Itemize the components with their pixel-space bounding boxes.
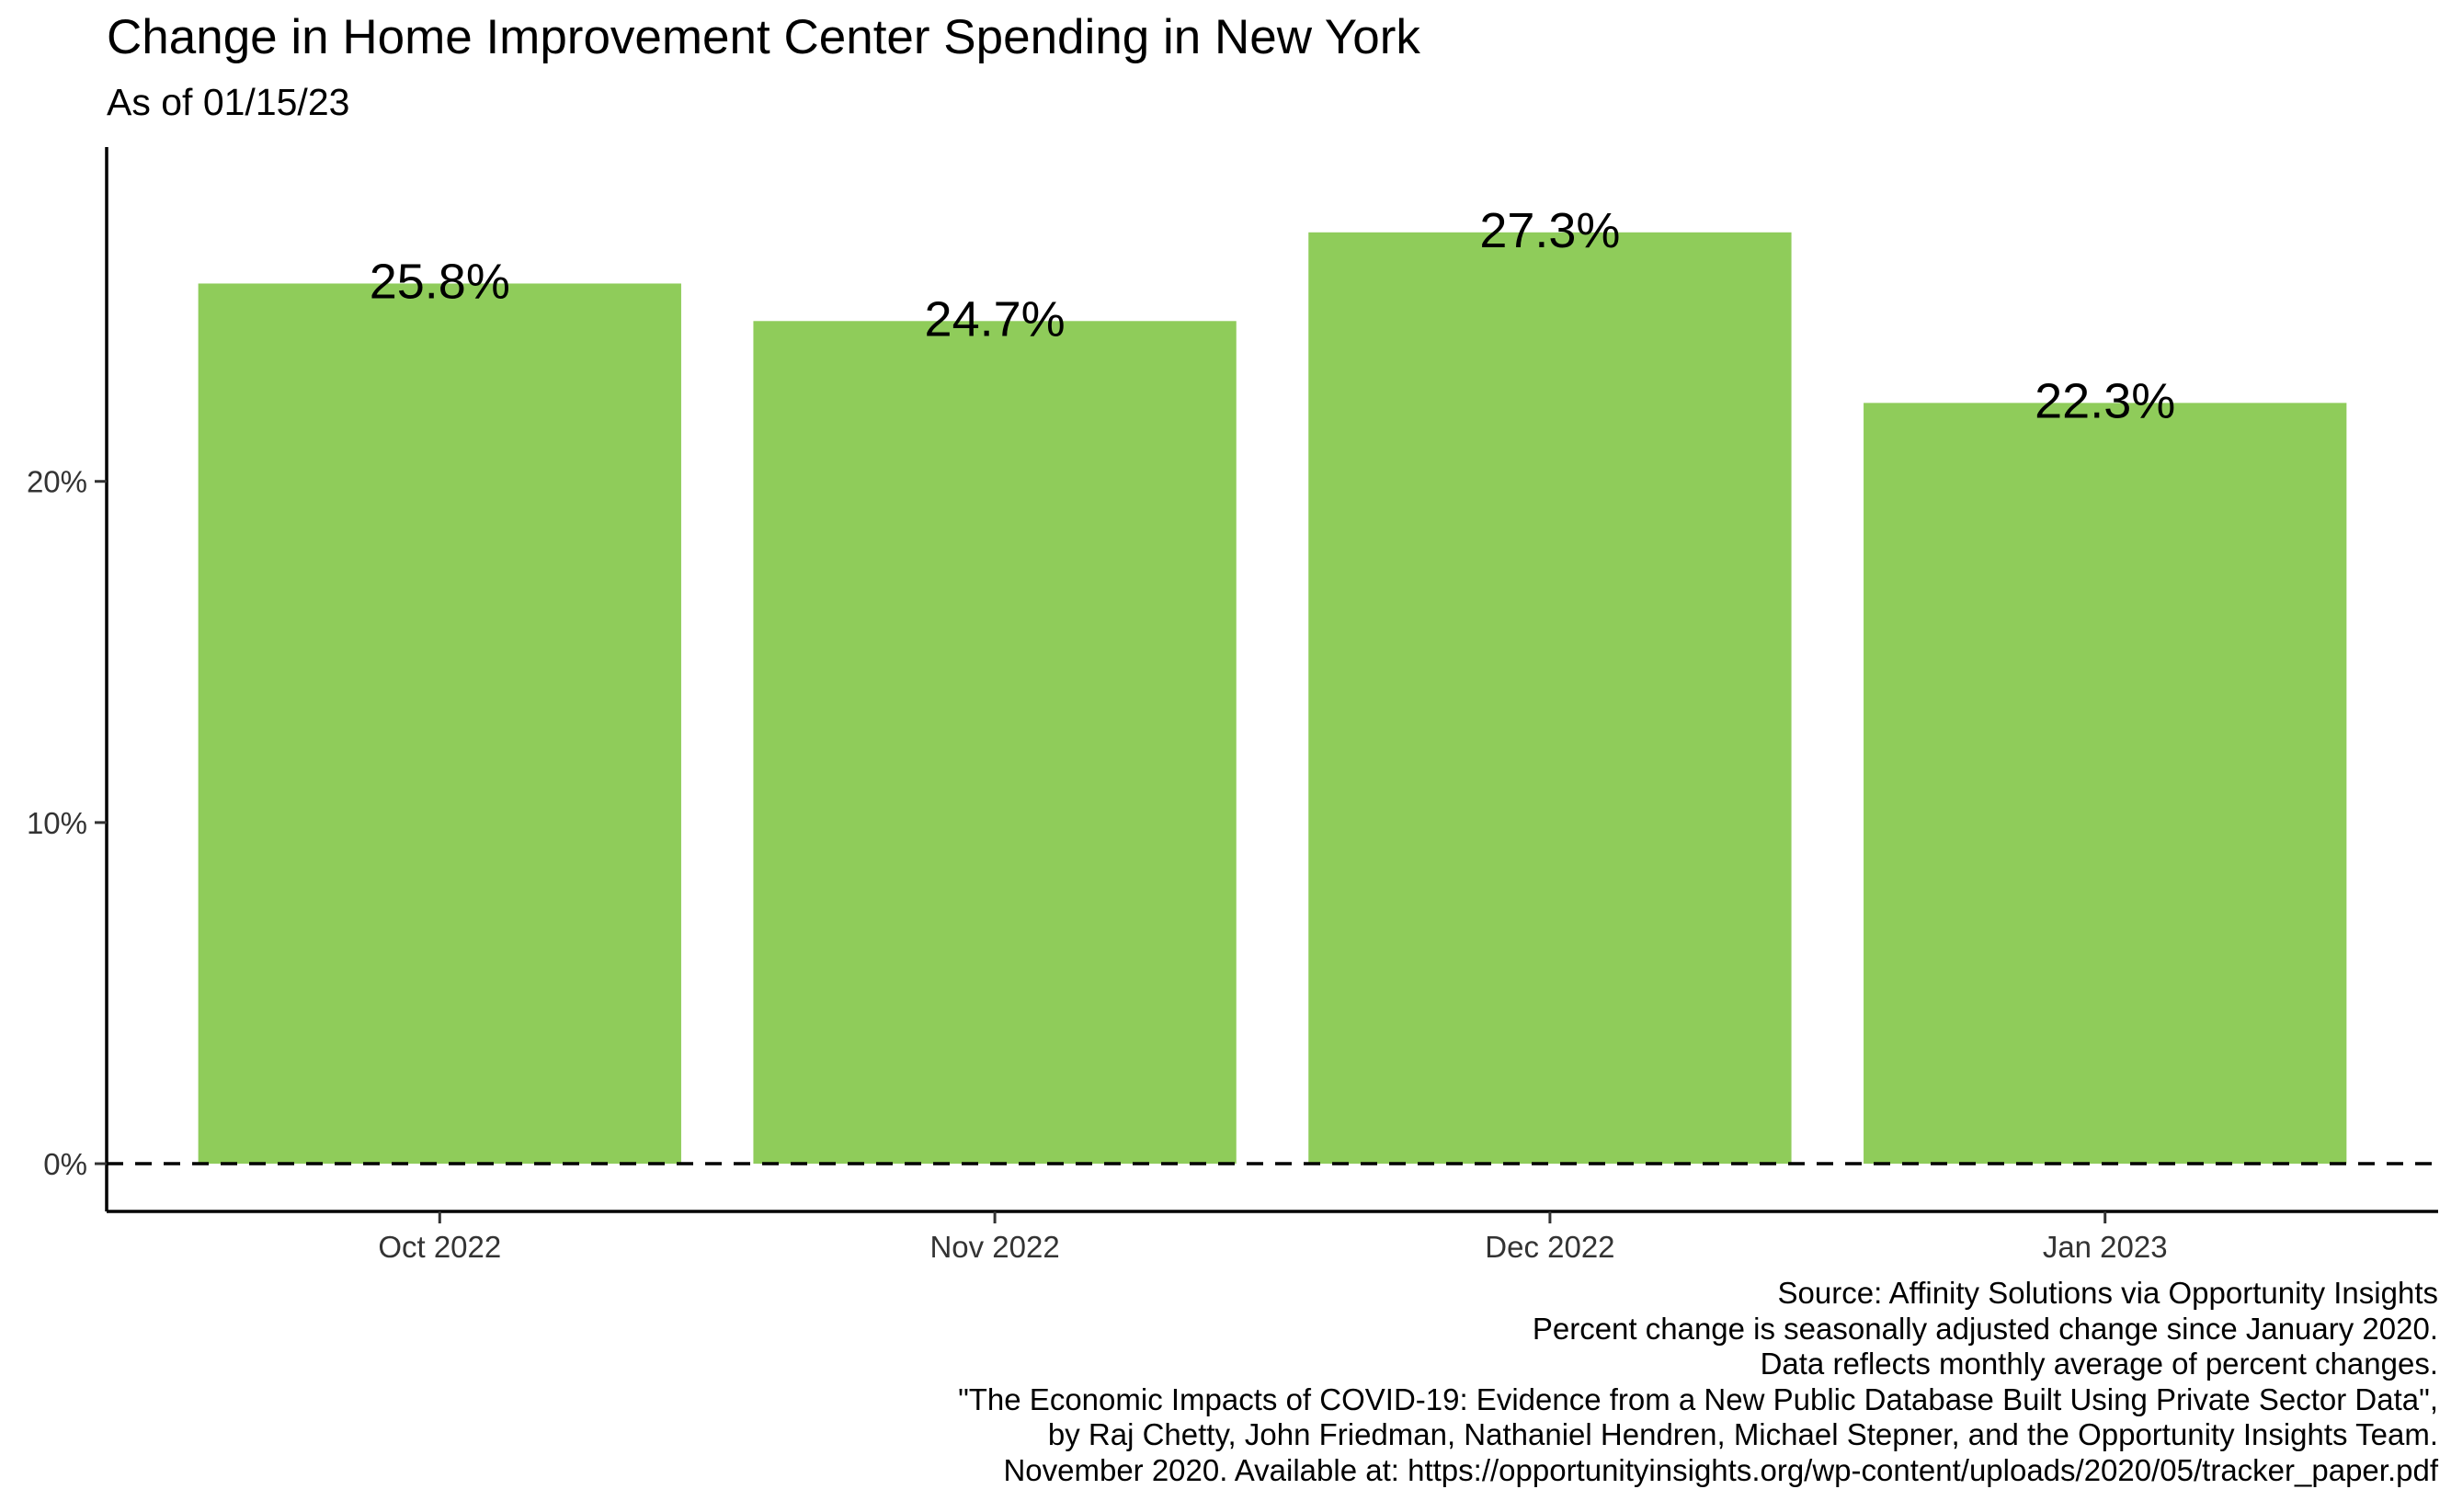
bar-labels-group: 25.8% 24.7% 27.3% 22.3% — [370, 203, 2176, 429]
bar-nov-2022 — [753, 321, 1237, 1165]
x-tick-label: Dec 2022 — [1485, 1230, 1614, 1264]
caption-line-citation-title: "The Economic Impacts of COVID-19: Evide… — [958, 1381, 2438, 1416]
bars-group — [198, 232, 2347, 1165]
caption-line-source: Source: Affinity Solutions via Opportuni… — [1777, 1276, 2438, 1310]
y-tick-label: 20% — [27, 465, 87, 499]
bar-data-label: 27.3% — [1479, 203, 1620, 258]
y-tick-label: 10% — [27, 806, 87, 840]
bar-jan-2023 — [1864, 403, 2347, 1165]
caption-line-citation-url: November 2020. Available at: https://opp… — [1003, 1452, 2438, 1487]
bar-oct-2022 — [198, 283, 681, 1165]
bar-data-label: 24.7% — [925, 291, 1066, 347]
chart-title: Change in Home Improvement Center Spendi… — [107, 10, 1420, 64]
y-tick-label: 0% — [43, 1147, 87, 1181]
x-axis-ticks: Oct 2022 Nov 2022 Dec 2022 Jan 2023 — [378, 1211, 2168, 1264]
bar-data-label: 25.8% — [370, 254, 510, 309]
caption-line-average: Data reflects monthly average of percent… — [1760, 1347, 2438, 1381]
x-tick-label: Oct 2022 — [378, 1230, 501, 1264]
caption-line-citation-authors: by Raj Chetty, John Friedman, Nathaniel … — [1047, 1417, 2438, 1451]
x-tick-label: Nov 2022 — [929, 1230, 1059, 1264]
bar-dec-2022 — [1308, 232, 1792, 1165]
chart-subtitle: As of 01/15/23 — [107, 81, 350, 123]
bar-data-label: 22.3% — [2035, 373, 2175, 428]
y-axis-ticks: 0% 10% 20% — [27, 465, 107, 1181]
chart-caption: Source: Affinity Solutions via Opportuni… — [958, 1276, 2438, 1488]
x-tick-label: Jan 2023 — [2043, 1230, 2168, 1264]
caption-line-method: Percent change is seasonally adjusted ch… — [1532, 1311, 2438, 1346]
